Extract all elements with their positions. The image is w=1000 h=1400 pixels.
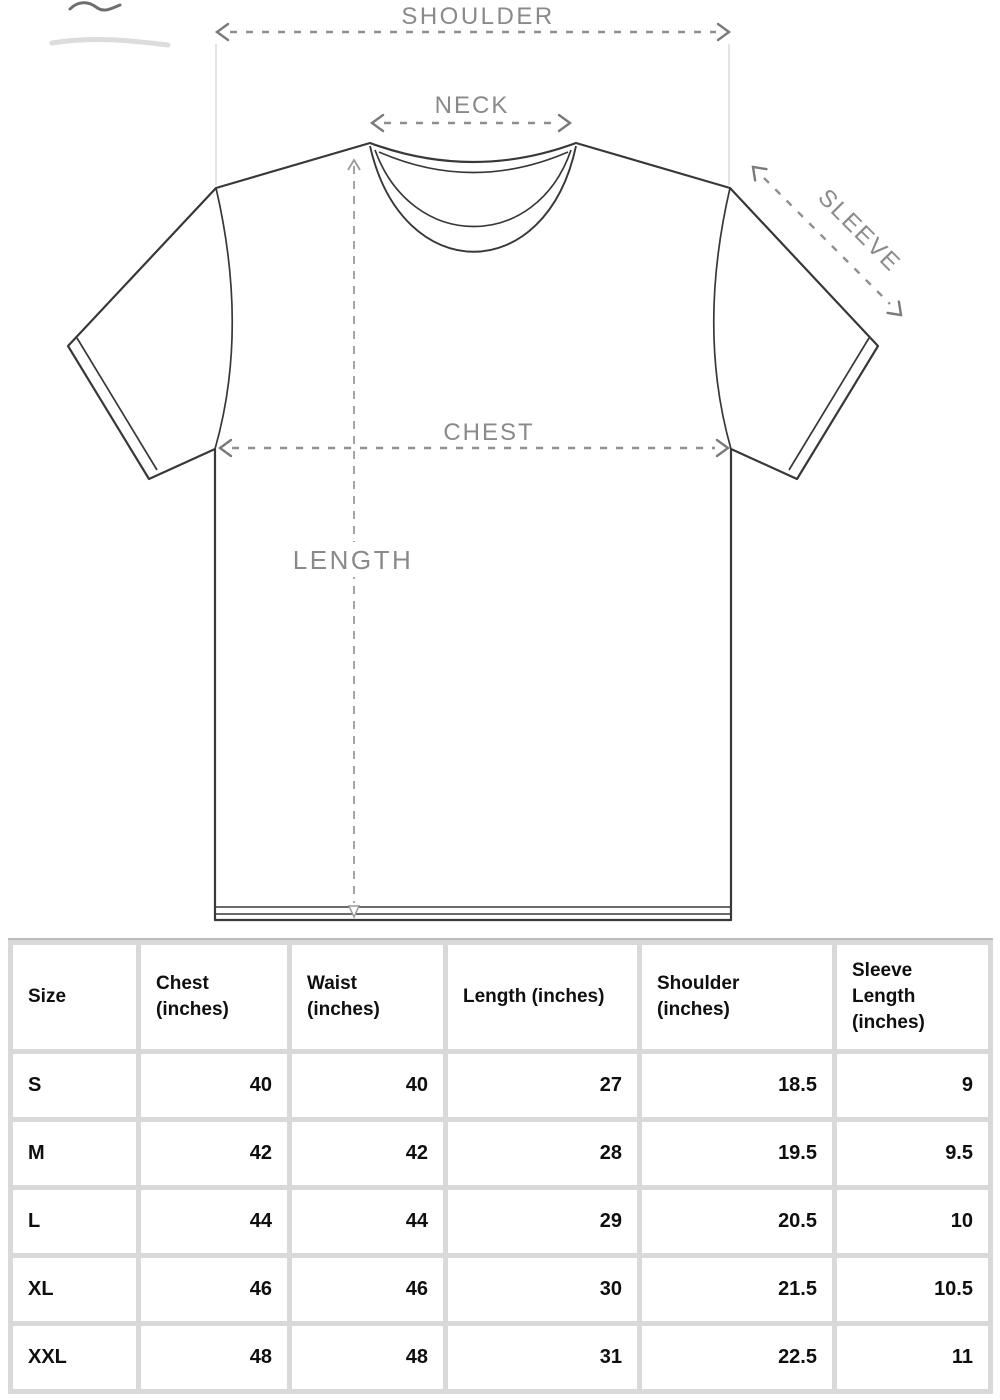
measurement-cell: 28 bbox=[448, 1122, 637, 1185]
shoulder-arrow-right-head bbox=[716, 22, 732, 42]
size-chart-head-row: Size Chest (inches) Waist (inches) Length (… bbox=[13, 945, 988, 1049]
neck-label: NECK bbox=[435, 92, 510, 119]
size-chart-body: S 40 40 27 18.5 9 M 42 42 28 19.5 9.5 L 44 44 29 20.5 10 X… bbox=[13, 1054, 988, 1389]
tshirt-outline bbox=[66, 141, 880, 922]
table-row: XL 46 46 30 21.5 10.5 bbox=[13, 1258, 988, 1321]
measurement-cell: 11 bbox=[837, 1326, 988, 1389]
measurement-cell: 19.5 bbox=[642, 1122, 832, 1185]
chest-label: CHEST bbox=[443, 419, 534, 446]
right-cuff-seam bbox=[788, 337, 870, 471]
size-cell: M bbox=[13, 1122, 136, 1185]
length-arrow-bottom-head bbox=[347, 905, 361, 919]
measurement-cell: 48 bbox=[141, 1326, 287, 1389]
measurement-cell: 27 bbox=[448, 1054, 637, 1117]
chest-arrow-right-head bbox=[715, 438, 731, 458]
neck-arrow-right-head bbox=[557, 113, 573, 133]
measurement-cell: 10 bbox=[837, 1190, 988, 1253]
length-label-backing bbox=[294, 542, 414, 577]
table-row: XXL 48 48 31 22.5 11 bbox=[13, 1326, 988, 1389]
collar-front-inner bbox=[374, 149, 572, 228]
shoulder-arrow-left-head bbox=[214, 22, 230, 42]
measurement-cell: 29 bbox=[448, 1190, 637, 1253]
left-armhole-seam bbox=[214, 187, 234, 450]
measurement-cell: 20.5 bbox=[642, 1190, 832, 1253]
column-header: Chest (inches) bbox=[141, 945, 287, 1049]
size-cell: S bbox=[13, 1054, 136, 1117]
measurement-cell: 42 bbox=[141, 1122, 287, 1185]
measurement-cell: 31 bbox=[448, 1326, 637, 1389]
collar-back-seam bbox=[378, 151, 569, 174]
measurement-cell: 44 bbox=[292, 1190, 443, 1253]
artifact-squiggle bbox=[68, 1, 122, 12]
collar-front-outer bbox=[369, 145, 577, 253]
shoulder-extension-lines bbox=[215, 44, 730, 185]
measurement-cell: 42 bbox=[292, 1122, 443, 1185]
measurement-cell: 46 bbox=[292, 1258, 443, 1321]
tshirt-diagram-svg: SHOULDER NECK SLEEVE CHEST LENGT bbox=[49, 1, 906, 922]
table-row: L 44 44 29 20.5 10 bbox=[13, 1190, 988, 1253]
left-cuff-seam bbox=[76, 337, 158, 471]
measurement-cell: 48 bbox=[292, 1326, 443, 1389]
artifact-smudge bbox=[49, 36, 171, 48]
size-cell: L bbox=[13, 1190, 136, 1253]
table-row: M 42 42 28 19.5 9.5 bbox=[13, 1122, 988, 1185]
tshirt-measurement-diagram: SHOULDER NECK SLEEVE CHEST LENGT bbox=[49, 1, 906, 922]
column-header: Waist (inches) bbox=[292, 945, 443, 1049]
hem-seams bbox=[215, 906, 731, 915]
measurement-cell: 18.5 bbox=[642, 1054, 832, 1117]
length-label: LENGTH bbox=[293, 545, 413, 575]
column-header: Shoulder (inches) bbox=[642, 945, 832, 1049]
measurement-cell: 40 bbox=[292, 1054, 443, 1117]
size-chart-head: Size Chest (inches) Waist (inches) Length (… bbox=[13, 945, 988, 1049]
size-chart-section: Size Chest (inches) Waist (inches) Length (… bbox=[8, 938, 993, 1394]
measurement-cell: 40 bbox=[141, 1054, 287, 1117]
shoulder-label: SHOULDER bbox=[401, 3, 554, 30]
measurement-cell: 44 bbox=[141, 1190, 287, 1253]
measurement-cell: 9.5 bbox=[837, 1122, 988, 1185]
sleeve-arrow-end-head bbox=[886, 300, 903, 317]
column-header: Length (inches) bbox=[448, 945, 637, 1049]
measurement-cell: 30 bbox=[448, 1258, 637, 1321]
size-cell: XL bbox=[13, 1258, 136, 1321]
measurement-cell: 22.5 bbox=[642, 1326, 832, 1389]
measurement-cell: 21.5 bbox=[642, 1258, 832, 1321]
sleeve-arrow-line bbox=[763, 177, 891, 305]
chest-arrow-left-head bbox=[217, 438, 233, 458]
sleeve-label: SLEEVE bbox=[812, 184, 906, 278]
size-chart-table: Size Chest (inches) Waist (inches) Length (… bbox=[8, 938, 993, 1394]
length-arrow-top-head bbox=[347, 158, 361, 171]
measurement-cell: 10.5 bbox=[837, 1258, 988, 1321]
column-header: Size bbox=[13, 945, 136, 1049]
sleeve-arrow-start-head bbox=[751, 165, 768, 182]
table-row: S 40 40 27 18.5 9 bbox=[13, 1054, 988, 1117]
column-header: Sleeve Length (inches) bbox=[837, 945, 988, 1049]
measurement-cell: 46 bbox=[141, 1258, 287, 1321]
right-armhole-seam bbox=[712, 187, 732, 450]
neck-arrow-left-head bbox=[369, 113, 385, 133]
size-cell: XXL bbox=[13, 1326, 136, 1389]
measurement-cell: 9 bbox=[837, 1054, 988, 1117]
